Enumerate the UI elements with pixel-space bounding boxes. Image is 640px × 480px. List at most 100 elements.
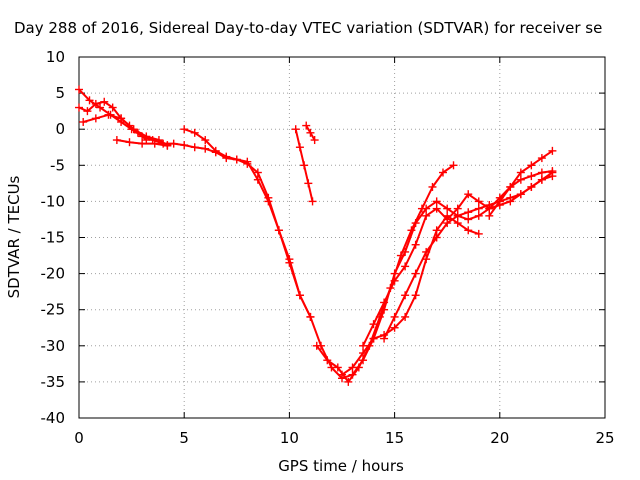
series-sat-k: [380, 172, 557, 343]
data-point: [474, 204, 483, 213]
data-point: [390, 323, 399, 332]
data-point: [359, 341, 368, 350]
data-point: [474, 197, 483, 206]
data-point: [253, 168, 262, 177]
series-sat-e: [180, 125, 315, 321]
data-point: [211, 146, 220, 155]
data-point: [396, 251, 405, 260]
data-point: [201, 136, 210, 145]
y-tick-label: -15: [41, 229, 66, 247]
data-point: [453, 204, 462, 213]
data-point: [432, 197, 441, 206]
data-point: [527, 172, 536, 181]
data-point: [527, 182, 536, 191]
y-axis-label: SDTVAR / TECUs: [5, 175, 23, 298]
data-point: [401, 262, 410, 271]
data-point: [104, 110, 113, 119]
data-point: [380, 334, 389, 343]
data-point: [369, 334, 378, 343]
data-point: [453, 211, 462, 220]
series-sat-i: [338, 211, 483, 379]
data-point: [428, 182, 437, 191]
data-point: [91, 114, 100, 123]
data-point: [422, 211, 431, 220]
data-point: [407, 226, 416, 235]
y-tick-label: 0: [55, 120, 65, 138]
data-point: [285, 258, 294, 267]
data-point: [401, 312, 410, 321]
data-point: [464, 226, 473, 235]
data-point: [310, 136, 319, 145]
data-point: [390, 312, 399, 321]
data-point: [411, 269, 420, 278]
data-point: [464, 215, 473, 224]
data-series: [75, 85, 557, 386]
data-point: [154, 136, 163, 145]
data-point: [264, 193, 273, 202]
data-point: [129, 125, 138, 134]
x-axis-label: GPS time / hours: [278, 457, 404, 475]
data-point: [138, 139, 147, 148]
data-point: [344, 377, 353, 386]
data-point: [308, 197, 317, 206]
data-point: [117, 114, 126, 123]
data-point: [474, 211, 483, 220]
x-tick-label: 20: [490, 429, 509, 447]
data-point: [485, 211, 494, 220]
data-point: [291, 125, 300, 134]
data-point: [274, 226, 283, 235]
data-point: [338, 370, 346, 379]
series-sat-d: [112, 136, 172, 150]
y-tick-label: -20: [41, 265, 66, 283]
data-point: [91, 99, 100, 108]
data-point: [304, 179, 313, 188]
y-tick-label: -35: [41, 373, 66, 391]
data-point: [359, 349, 368, 358]
data-point: [323, 356, 332, 365]
data-point: [112, 136, 121, 145]
data-point: [85, 96, 94, 105]
data-point: [83, 107, 92, 116]
data-point: [180, 125, 189, 134]
data-point: [548, 167, 557, 176]
x-tick-label: 0: [74, 429, 84, 447]
data-point: [453, 219, 462, 228]
series-sat-g: [302, 121, 319, 145]
data-point: [516, 175, 525, 184]
data-point: [464, 208, 473, 217]
data-point: [516, 168, 525, 177]
data-point: [443, 219, 452, 228]
data-point: [312, 341, 321, 350]
data-point: [295, 143, 304, 152]
x-tick-label: 10: [280, 429, 299, 447]
data-point: [537, 154, 546, 163]
data-point: [548, 146, 557, 155]
y-tick-label: -10: [41, 192, 66, 210]
data-point: [527, 161, 536, 170]
data-point: [495, 197, 504, 206]
data-point: [222, 152, 231, 161]
data-point: [295, 291, 304, 300]
y-tick-label: 10: [46, 48, 65, 66]
y-tick-label: -5: [50, 156, 65, 174]
data-point: [506, 193, 515, 202]
data-point: [190, 143, 199, 152]
data-point: [96, 103, 105, 112]
data-point: [232, 155, 241, 164]
data-point: [464, 190, 473, 199]
y-tick-label: 5: [55, 84, 65, 102]
data-point: [411, 291, 420, 300]
x-tick-label: 25: [595, 429, 614, 447]
data-point: [300, 161, 309, 170]
data-point: [485, 201, 494, 210]
y-tick-label: -40: [41, 409, 66, 427]
y-tick-labels: 10 5 0 -5 -10 -15 -20 -25 -30 -35 -40: [41, 48, 66, 427]
data-point: [449, 161, 458, 170]
data-point: [142, 132, 151, 141]
data-point: [306, 312, 315, 321]
x-tick-label: 5: [179, 429, 189, 447]
data-point: [190, 128, 199, 137]
data-point: [506, 182, 515, 191]
data-point: [79, 117, 88, 126]
plot-frame: [78, 56, 606, 419]
